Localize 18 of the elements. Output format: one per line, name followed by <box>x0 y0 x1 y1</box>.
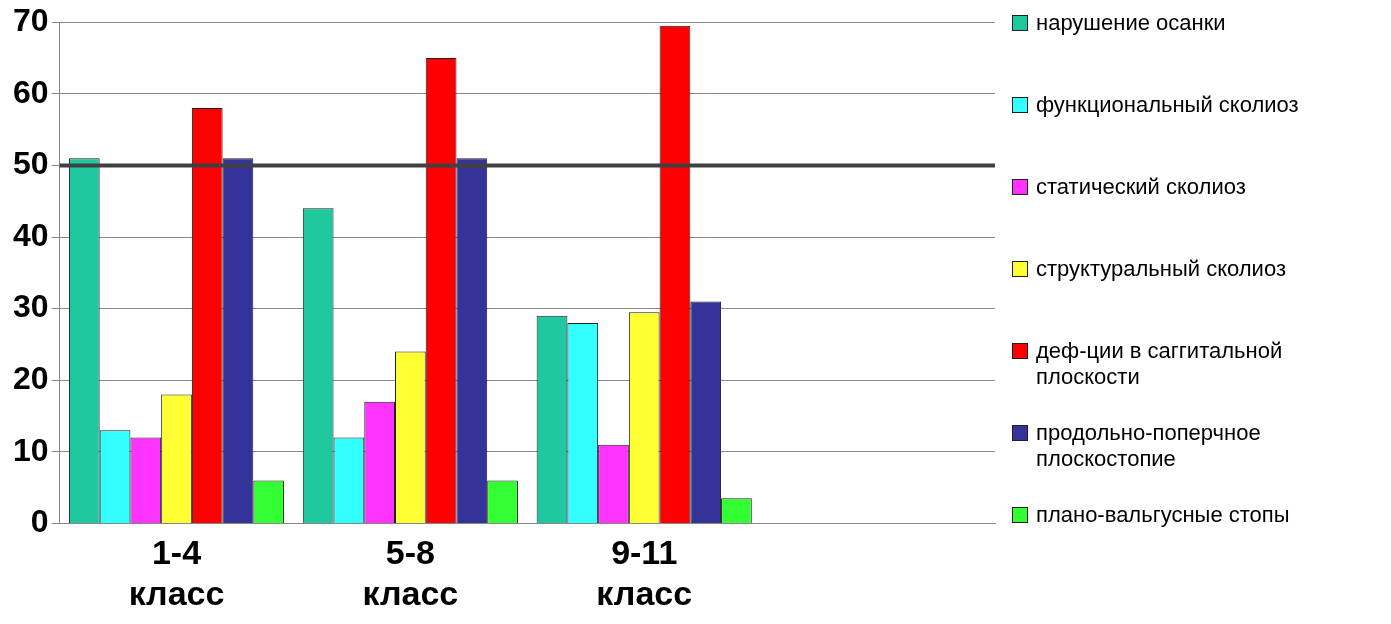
legend-label: статический сколиоз <box>1036 174 1246 200</box>
legend-label: продольно-поперчное плоскостопие <box>1036 420 1262 472</box>
legend-label: функциональный сколиоз <box>1036 92 1299 118</box>
y-tick-label: 10 <box>13 431 49 468</box>
legend-label: плано-вальгусные стопы <box>1036 502 1290 528</box>
x-tick-label: 5-8 класс <box>362 533 459 612</box>
x-tick-label: 1-4 класс <box>128 533 225 612</box>
y-tick-label: 20 <box>13 360 49 397</box>
y-tick-label: 50 <box>13 145 49 182</box>
legend-label: нарушение осанки <box>1036 10 1226 36</box>
y-tick-label: 30 <box>13 288 49 325</box>
y-tick-label: 0 <box>30 503 49 540</box>
legend-label: структуральный сколиоз <box>1036 256 1286 282</box>
legend-label: деф-ции в саггитальной плоскости <box>1036 338 1284 390</box>
x-tick-label: 9-11 класс <box>596 533 693 612</box>
y-tick-label: 60 <box>13 73 49 110</box>
y-tick-label: 40 <box>13 216 49 253</box>
y-tick-label: 70 <box>13 2 49 39</box>
